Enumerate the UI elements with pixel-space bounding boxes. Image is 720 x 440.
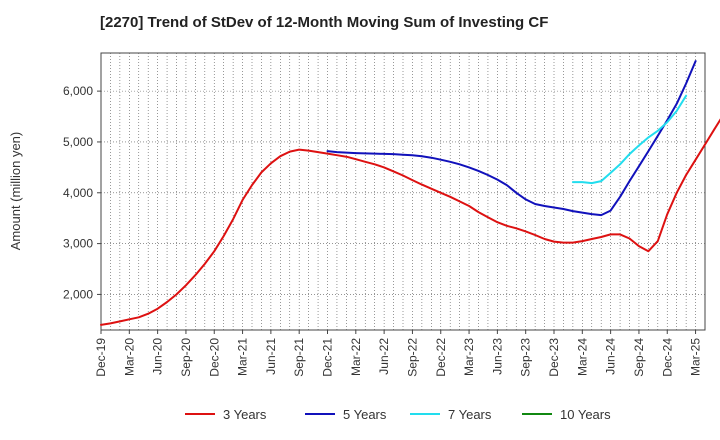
chart-title: [2270] Trend of StDev of 12-Month Moving…	[100, 14, 549, 31]
x-axis: Dec-19 Mar-20 Jun-20 Sep-20 Dec-20 Mar-21 Jun-…	[94, 330, 703, 377]
x-tick-label: Sep-23	[519, 338, 533, 377]
series-line-5-years	[326, 60, 697, 217]
series	[100, 60, 720, 326]
legend-label: 7 Years	[448, 407, 492, 422]
y-tick-label: 6,000	[63, 84, 93, 98]
x-tick-label: Dec-23	[547, 338, 561, 377]
legend-label: 3 Years	[223, 407, 267, 422]
grid	[101, 53, 705, 330]
legend-label: 10 Years	[560, 407, 611, 422]
y-tick-label: 3,000	[63, 237, 93, 251]
x-tick-label: Sep-24	[632, 338, 646, 377]
x-tick-label: Mar-25	[689, 338, 703, 376]
y-axis: 2,000 3,000 4,000 5,000 6,000	[63, 84, 101, 301]
y-tick-label: 2,000	[63, 287, 93, 301]
x-tick-label: Sep-22	[405, 338, 419, 377]
legend: 3 Years 5 Years 7 Years 10 Years	[185, 407, 611, 422]
x-tick-label: Jun-20	[151, 338, 165, 375]
x-tick-label: Sep-20	[179, 338, 193, 377]
legend-item-3-years: 3 Years	[185, 407, 267, 422]
x-tick-label: Dec-19	[94, 338, 108, 377]
x-tick-label: Mar-20	[122, 338, 136, 376]
x-tick-label: Jun-22	[377, 338, 391, 375]
x-tick-label: Mar-22	[349, 338, 363, 376]
x-tick-label: Jun-23	[490, 338, 504, 375]
y-tick-label: 4,000	[63, 186, 93, 200]
x-tick-label: Dec-20	[207, 338, 221, 377]
y-tick-label: 5,000	[63, 135, 93, 149]
x-tick-label: Mar-24	[575, 338, 589, 376]
x-tick-label: Sep-21	[292, 338, 306, 377]
series-line-3-years	[100, 118, 720, 326]
legend-label: 5 Years	[343, 407, 387, 422]
x-tick-label: Mar-23	[462, 338, 476, 376]
x-tick-label: Jun-24	[604, 338, 618, 375]
series-line-7-years	[571, 94, 688, 185]
x-tick-label: Jun-21	[264, 338, 278, 375]
y-axis-label: Amount (million yen)	[8, 132, 23, 251]
x-tick-label: Mar-21	[236, 338, 250, 376]
x-tick-label: Dec-22	[434, 338, 448, 377]
legend-item-5-years: 5 Years	[305, 407, 387, 422]
legend-item-10-years: 10 Years	[522, 407, 611, 422]
x-tick-label: Dec-21	[321, 338, 335, 377]
legend-item-7-years: 7 Years	[410, 407, 492, 422]
x-tick-label: Dec-24	[660, 338, 674, 377]
